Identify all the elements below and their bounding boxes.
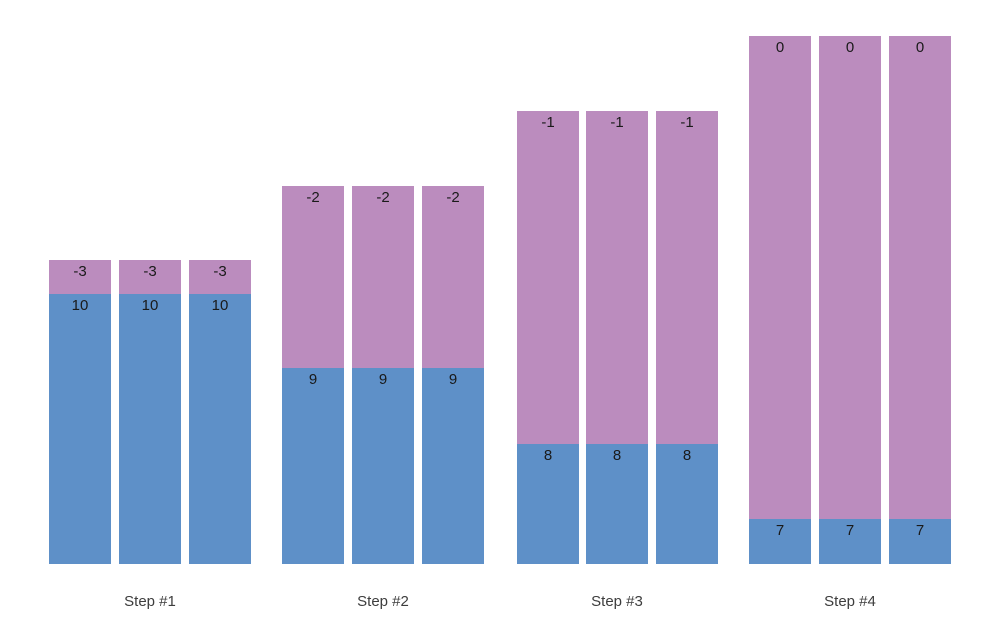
bar-bottom-value-label: 9 <box>448 371 458 388</box>
bar-top-value-label: -2 <box>446 189 460 206</box>
bar-top-segment: -1 <box>517 111 579 444</box>
bar-bottom-segment: 7 <box>749 519 811 564</box>
category-label: Step #2 <box>357 593 409 610</box>
bar-top-value-label: -1 <box>541 114 555 131</box>
bar-top-segment: -1 <box>656 111 718 444</box>
bar-bottom-segment: 8 <box>656 444 718 564</box>
bar-bottom-segment: 7 <box>889 519 951 564</box>
bar-bottom-value-label: 10 <box>71 297 89 314</box>
bar-bottom-value-label: 7 <box>775 522 785 539</box>
bar-bottom-segment: 7 <box>819 519 881 564</box>
bar-top-segment: -2 <box>422 186 484 368</box>
category-label: Step #4 <box>824 593 876 610</box>
bar-top-value-label: -3 <box>73 263 87 280</box>
bar-bottom-segment: 8 <box>586 444 648 564</box>
bar-bottom-value-label: 8 <box>682 447 692 464</box>
bar-bottom-segment: 9 <box>282 368 344 564</box>
bar-top-segment: -3 <box>189 260 251 294</box>
bar-bottom-value-label: 10 <box>211 297 229 314</box>
bar-top-value-label: -1 <box>610 114 624 131</box>
bar-bottom-segment: 9 <box>422 368 484 564</box>
bar-bottom-value-label: 7 <box>915 522 925 539</box>
bar-bottom-value-label: 10 <box>141 297 159 314</box>
bar-top-value-label: -3 <box>213 263 227 280</box>
bar-top-segment: -2 <box>352 186 414 368</box>
bar-top-segment: -3 <box>49 260 111 294</box>
bar-bottom-segment: 10 <box>119 294 181 564</box>
bar-top-value-label: 0 <box>775 39 785 56</box>
bar-bottom-segment: 10 <box>49 294 111 564</box>
bar-bottom-value-label: 9 <box>378 371 388 388</box>
bar-bottom-segment: 9 <box>352 368 414 564</box>
bar-top-value-label: -1 <box>680 114 694 131</box>
bar-top-value-label: 0 <box>915 39 925 56</box>
bar-bottom-value-label: 9 <box>308 371 318 388</box>
bar-bottom-segment: 10 <box>189 294 251 564</box>
bar-top-segment: 0 <box>889 36 951 519</box>
bar-bottom-segment: 8 <box>517 444 579 564</box>
bar-top-segment: -1 <box>586 111 648 444</box>
bar-top-value-label: -2 <box>306 189 320 206</box>
bar-top-value-label: 0 <box>845 39 855 56</box>
bar-top-segment: 0 <box>749 36 811 519</box>
bar-top-segment: -3 <box>119 260 181 294</box>
bar-bottom-value-label: 7 <box>845 522 855 539</box>
category-label: Step #1 <box>124 593 176 610</box>
bar-bottom-value-label: 8 <box>612 447 622 464</box>
bar-top-value-label: -2 <box>376 189 390 206</box>
bar-top-segment: 0 <box>819 36 881 519</box>
bar-top-value-label: -3 <box>143 263 157 280</box>
category-label: Step #3 <box>591 593 643 610</box>
bar-bottom-value-label: 8 <box>543 447 553 464</box>
bar-top-segment: -2 <box>282 186 344 368</box>
